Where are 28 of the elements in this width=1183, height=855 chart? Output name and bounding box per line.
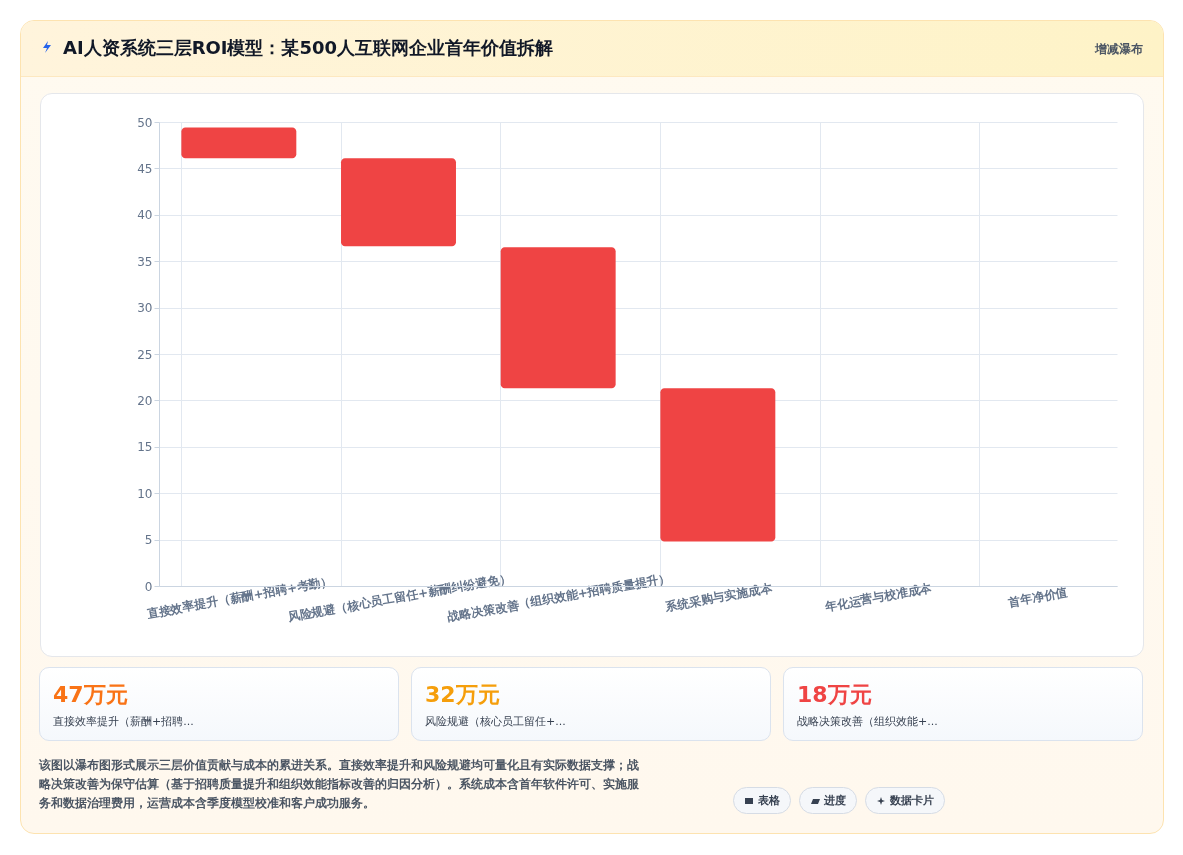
text: 32万元 <box>425 681 500 709</box>
text: 风险规避（核心员工留任+... <box>425 714 566 729</box>
y-tick-label: 5 <box>144 533 153 548</box>
y-tick-label: 30 <box>137 301 153 316</box>
y-tick-label: 10 <box>137 486 153 501</box>
y-tick-label: 35 <box>137 254 153 269</box>
text: 该图以瀑布图形式展示三层价值贡献与成本的累进关系。直接效率提升和风险规避均可量化且有实际数据支撑；战略决策改善为保守估算（基于招聘质量提升和组织效能指标改善的归因分析）。系统成本含首年软件许可、实施服务和数据治理费用，运营成本含季度模型校准和客户成功服务。 <box>39 757 640 812</box>
y-tick-label: 20 <box>137 393 153 408</box>
text: 直接效率提升（薪酬+招聘... <box>53 714 194 729</box>
y-tick-label: 45 <box>137 161 153 176</box>
y-tick-label: 15 <box>137 440 153 455</box>
text: 47万元 <box>53 681 128 709</box>
text: 增减瀑布 <box>1095 41 1143 58</box>
x-tick-label: 首年净价值 <box>1006 585 1069 610</box>
y-tick-label: 40 <box>137 208 153 223</box>
chart-title: AI人资系统三层ROI模型：某500人互联网企业首年价值拆解 <box>63 36 554 60</box>
bar <box>181 127 297 159</box>
bar <box>341 158 456 247</box>
text: 战略决策改善（组织效能+... <box>797 714 938 729</box>
y-tick-label: 50 <box>137 115 153 130</box>
bar <box>500 247 616 389</box>
y-tick-label: 25 <box>137 347 153 362</box>
text: 数据卡片 <box>890 793 934 808</box>
bar <box>660 388 776 542</box>
text: 表格 <box>758 793 780 808</box>
y-tick-label: 0 <box>144 579 153 594</box>
text: 18万元 <box>797 681 872 709</box>
text: 进度 <box>824 793 846 808</box>
